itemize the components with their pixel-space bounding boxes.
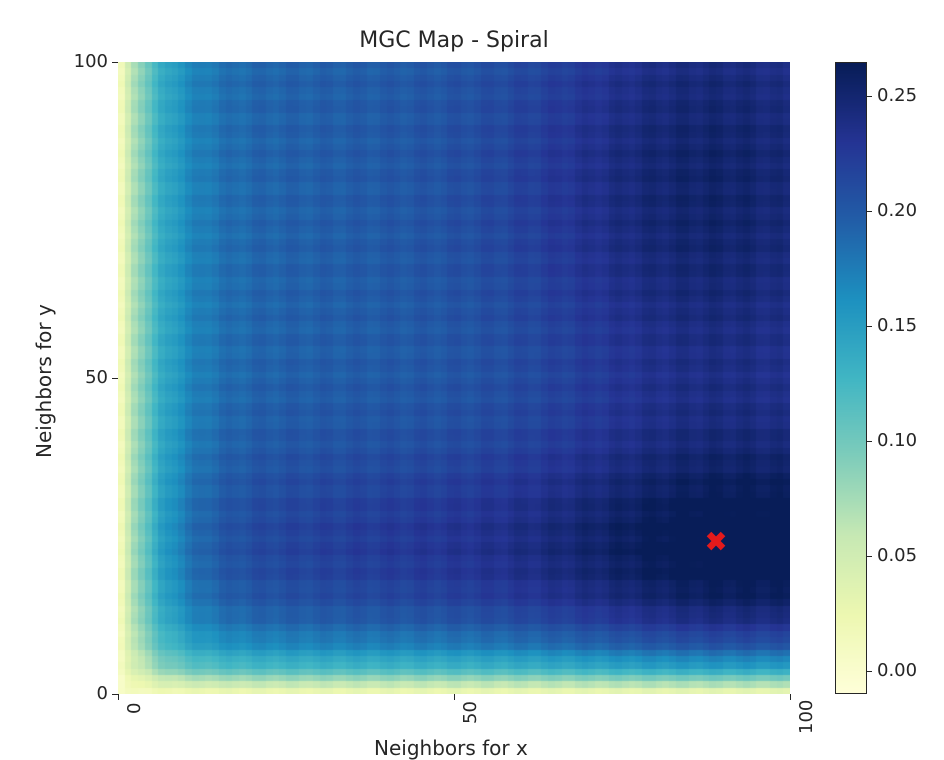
y-tick-label: 100 — [58, 51, 108, 72]
colorbar-tick-label: 0.05 — [877, 545, 917, 566]
colorbar-tick-mark — [867, 441, 872, 442]
colorbar-tick-mark — [867, 211, 872, 212]
colorbar-tick-mark — [867, 326, 872, 327]
colorbar-tick-mark — [867, 96, 872, 97]
y-tick-label: 0 — [58, 683, 108, 704]
heatmap-plot — [118, 62, 790, 694]
y-axis-label: Neighbors for y — [32, 304, 56, 458]
colorbar-tick-label: 0.15 — [877, 315, 917, 336]
x-axis-label: Neighbors for x — [374, 736, 528, 760]
colorbar-tick-label: 0.20 — [877, 200, 917, 221]
x-tick-label: 0 — [124, 703, 145, 714]
colorbar-tick-label: 0.25 — [877, 85, 917, 106]
colorbar-tick-label: 0.00 — [877, 660, 917, 681]
colorbar-tick-mark — [867, 671, 872, 672]
optimal-scale-marker: ✖ — [705, 527, 727, 558]
colorbar-tick-mark — [867, 556, 872, 557]
colorbar — [835, 62, 867, 694]
y-tick-mark — [112, 62, 118, 63]
y-tick-mark — [112, 378, 118, 379]
colorbar-tick-label: 0.10 — [877, 430, 917, 451]
x-tick-mark — [790, 694, 791, 700]
y-tick-mark — [112, 694, 118, 695]
y-tick-label: 50 — [58, 367, 108, 388]
x-tick-label: 50 — [460, 701, 481, 724]
x-tick-label: 100 — [796, 700, 817, 734]
x-tick-mark — [454, 694, 455, 700]
chart-title: MGC Map - Spiral — [354, 28, 554, 53]
x-tick-mark — [118, 694, 119, 700]
